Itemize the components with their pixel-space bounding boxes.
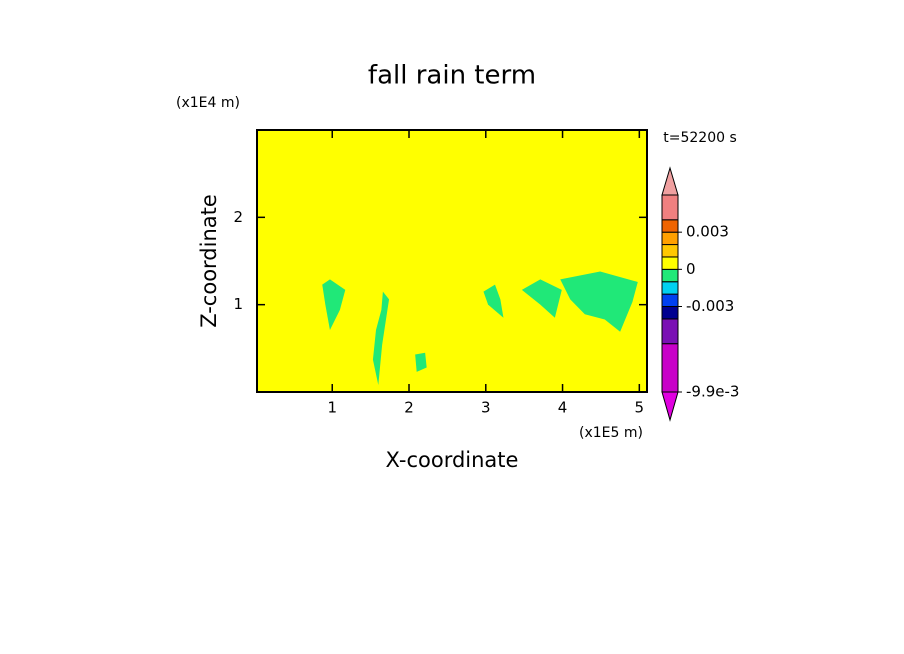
colorbar-low (661, 391, 679, 422)
y-unit: (x1E4 m) (176, 95, 240, 111)
colorbar-box (661, 231, 679, 246)
x-tick-label: 2 (404, 399, 414, 417)
x-tick-label: 3 (481, 399, 491, 417)
colorbar-label: -9.9e-3 (686, 383, 739, 401)
colorbar-box (661, 256, 679, 270)
time-label: t=52200 s (663, 130, 737, 146)
colorbar-box (661, 194, 679, 221)
colorbar-box (661, 343, 679, 393)
field-background (257, 130, 647, 392)
y-axis-label: Z-coordinate (197, 194, 221, 328)
contour-patch (521, 279, 562, 318)
colorbar-box (661, 244, 679, 258)
y-tick-label: 2 (233, 208, 243, 226)
colorbar-box (661, 306, 679, 320)
colorbar-box (661, 281, 679, 295)
plot-frame (256, 129, 648, 393)
y-tick-label: 1 (233, 295, 243, 313)
x-axis-label: X-coordinate (386, 448, 519, 472)
contour-patch (322, 279, 346, 330)
colorbar-box (661, 219, 679, 233)
x-unit: (x1E5 m) (579, 425, 643, 441)
colorbar-high (661, 166, 679, 196)
colorbar-box (661, 318, 679, 345)
x-tick-label: 1 (327, 399, 337, 417)
colorbar-label: 0 (686, 260, 696, 278)
colorbar-label: 0.003 (686, 223, 729, 241)
x-tick-label: 5 (635, 399, 645, 417)
contour-patch (560, 271, 638, 332)
colorbar-label: -0.003 (686, 297, 734, 315)
x-tick-label: 4 (558, 399, 568, 417)
contour-patch (372, 291, 390, 386)
contour-patch (415, 352, 427, 372)
contour-patch (483, 284, 504, 318)
chart-title: fall rain term (368, 61, 536, 91)
colorbar-box (661, 293, 679, 308)
colorbar-box (661, 268, 679, 283)
